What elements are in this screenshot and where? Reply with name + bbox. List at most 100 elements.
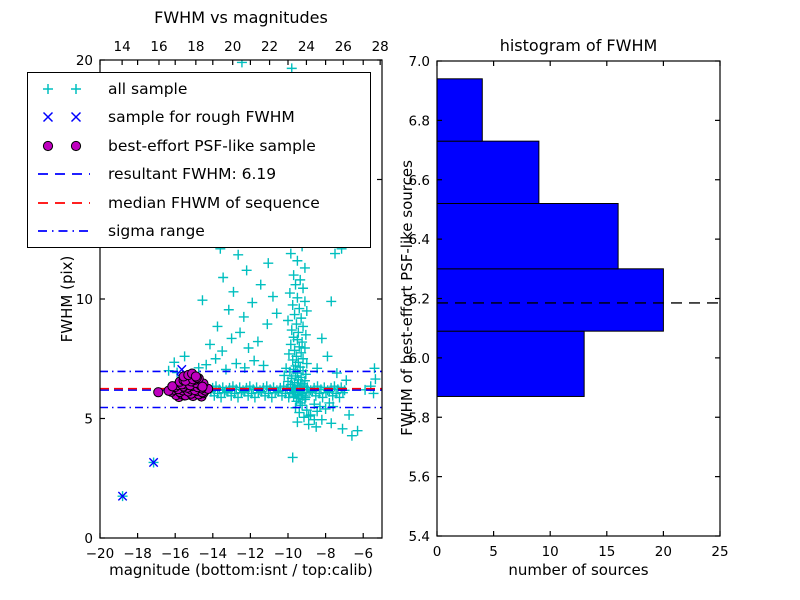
scatter-point-all-sample — [369, 363, 380, 374]
plus-marker-icon — [43, 83, 81, 94]
tick-label: 20 — [76, 53, 93, 69]
scatter-point-all-sample — [179, 351, 190, 362]
legend-glyph — [42, 112, 54, 123]
scatter-point-all-sample — [344, 409, 355, 420]
scatter-point-all-sample — [236, 60, 247, 68]
scatter-point-all-sample — [263, 258, 274, 269]
legend-label: all sample — [108, 79, 188, 98]
scatter-point-all-sample — [247, 297, 258, 308]
scatter-point-all-sample — [311, 421, 322, 432]
scatter-point-all-sample — [201, 359, 212, 370]
tick-label: −12 — [236, 546, 265, 562]
tick-label: −10 — [274, 546, 303, 562]
scatter-point-all-sample — [316, 333, 327, 344]
scatter-point-all-sample — [330, 248, 340, 259]
scatter-point-all-sample — [291, 319, 302, 330]
tick-label: −6 — [353, 546, 373, 562]
tick-label: 22 — [261, 39, 278, 55]
scatter-point-all-sample — [210, 353, 221, 364]
scatter-point-all-sample — [287, 299, 298, 310]
scatter-point-rough-sample — [148, 457, 159, 468]
scatter-point-all-sample — [331, 368, 342, 379]
tick-label: 0 — [433, 544, 442, 560]
histogram-bar — [436, 140, 540, 204]
scatter-point-all-sample — [303, 411, 314, 422]
histogram-bar — [436, 268, 664, 332]
scatter-point-all-sample — [279, 370, 290, 381]
legend-glyph — [70, 112, 82, 123]
scatter-point-all-sample — [292, 334, 303, 345]
scatter-point-all-sample — [301, 305, 312, 316]
scatter-point-all-sample — [290, 279, 301, 290]
scatter-point-all-sample — [226, 333, 237, 344]
tick-label: 20 — [655, 544, 672, 560]
tick-label: 18 — [187, 39, 204, 55]
scatter-point-all-sample — [352, 425, 363, 436]
scatter-point-psf-sample — [153, 387, 164, 398]
scatter-point-all-sample — [271, 308, 282, 319]
scatter-point-all-sample — [326, 296, 337, 307]
tick-label: 7.0 — [409, 54, 430, 70]
legend-item-resultant-fwhm: resultant FWHM: 6.19 — [28, 161, 370, 187]
legend-glyph — [71, 83, 81, 94]
scatter-point-all-sample — [197, 295, 208, 306]
dashed-line-icon — [38, 173, 90, 176]
scatter-point-all-sample — [292, 292, 303, 303]
tick-label: 25 — [711, 544, 728, 560]
scatter-point-all-sample — [285, 339, 296, 350]
scatter-point-all-sample — [298, 283, 309, 294]
scatter-point-all-sample — [289, 309, 300, 320]
scatter-point-all-sample — [238, 311, 249, 322]
scatter-point-all-sample — [223, 304, 234, 315]
scatter-point-all-sample — [212, 321, 223, 332]
legend-label: median FHWM of sequence — [108, 193, 320, 212]
scatter-point-all-sample — [287, 452, 298, 463]
scatter-point-all-sample — [303, 419, 314, 430]
tick-label: 14 — [114, 39, 131, 55]
tick-label: 5.8 — [409, 410, 430, 426]
histogram-bar — [436, 78, 483, 142]
legend-label: resultant FWHM: 6.19 — [108, 165, 277, 184]
legend-item-psf-like-sample: best-effort PSF-like sample — [28, 133, 370, 159]
tick-label: 5.6 — [409, 470, 430, 486]
legend-item-median-fwhm: median FHWM of sequence — [28, 190, 370, 216]
tick-label: 26 — [335, 39, 352, 55]
tick-label: 6.6 — [409, 173, 430, 189]
dashed-line-icon — [38, 201, 90, 204]
tick-label: 6.4 — [409, 232, 430, 248]
scatter-point-all-sample — [258, 360, 269, 371]
scatter-point-all-sample — [235, 327, 246, 338]
scatter-point-all-sample — [288, 270, 299, 281]
scatter-point-all-sample — [295, 274, 306, 285]
scatter-point-all-sample — [243, 342, 254, 353]
scatter-point-all-sample — [293, 327, 304, 338]
scatter-point-all-sample — [292, 255, 303, 266]
scatter-point-all-sample — [299, 262, 310, 273]
scatter-point-all-sample — [217, 346, 228, 357]
scatter-point-all-sample — [297, 400, 308, 411]
scatter-point-all-sample — [285, 248, 296, 259]
histogram-bar — [436, 203, 619, 270]
tick-label: −16 — [161, 546, 190, 562]
tick-label: 15 — [598, 544, 615, 560]
scatter-point-all-sample — [267, 291, 278, 302]
scatter-xlabel: magnitude (bottom:isnt / top:calib) — [109, 561, 373, 579]
legend-label: sigma range — [108, 222, 205, 241]
histogram-ylabel: FWHM of best-effort PSF-like sources — [398, 160, 416, 436]
scatter-point-all-sample — [287, 354, 298, 365]
scatter-point-all-sample — [220, 364, 231, 375]
tick-label: −18 — [123, 546, 152, 562]
scatter-point-all-sample — [320, 403, 331, 414]
tick-label: 6.2 — [409, 292, 430, 308]
scatter-point-psf-sample — [197, 381, 208, 392]
scatter-point-all-sample — [294, 303, 305, 314]
histogram-xlabel: number of sources — [508, 561, 649, 579]
scatter-point-psf-sample — [190, 371, 201, 382]
scatter-point-all-sample — [301, 358, 312, 369]
scatter-point-psf-sample — [167, 381, 178, 392]
scatter-point-all-sample — [286, 325, 297, 336]
scatter-point-all-sample — [284, 288, 295, 299]
legend-label: sample for rough FWHM — [108, 108, 295, 127]
scatter-point-rough-sample — [117, 491, 128, 501]
